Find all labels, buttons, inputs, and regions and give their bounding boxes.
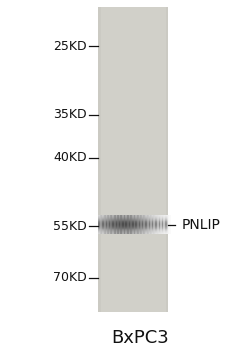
Bar xyxy=(148,215,151,234)
Bar xyxy=(98,216,168,217)
Bar xyxy=(115,215,118,234)
Bar xyxy=(98,225,168,226)
Bar xyxy=(147,215,149,234)
Bar xyxy=(131,215,133,234)
Bar xyxy=(98,224,168,225)
Bar xyxy=(123,215,125,234)
Bar xyxy=(108,215,110,234)
Text: BxPC3: BxPC3 xyxy=(112,329,169,347)
Bar xyxy=(98,228,168,229)
Bar xyxy=(98,227,168,228)
Bar xyxy=(98,226,168,227)
Bar xyxy=(98,225,168,226)
Bar xyxy=(154,215,156,234)
Bar xyxy=(163,215,165,234)
Bar xyxy=(120,215,122,234)
Bar xyxy=(98,224,168,225)
Bar xyxy=(153,215,155,234)
Bar xyxy=(98,215,168,216)
Bar xyxy=(167,215,169,234)
Text: 70KD: 70KD xyxy=(53,271,87,284)
Bar xyxy=(134,215,136,234)
Bar xyxy=(104,215,106,234)
Bar xyxy=(98,220,168,221)
Text: 40KD: 40KD xyxy=(53,151,87,164)
Bar xyxy=(101,215,103,234)
Bar xyxy=(161,215,164,234)
Bar xyxy=(98,215,101,234)
Bar xyxy=(111,215,113,234)
Bar xyxy=(98,219,168,220)
Bar xyxy=(102,215,105,234)
Bar xyxy=(98,7,168,312)
Text: 55KD: 55KD xyxy=(53,220,87,233)
Bar xyxy=(125,215,128,234)
Bar xyxy=(98,217,168,218)
Bar xyxy=(141,215,143,234)
Bar xyxy=(100,215,102,234)
Bar xyxy=(98,233,168,234)
Bar xyxy=(124,215,126,234)
Bar xyxy=(98,223,168,224)
Bar xyxy=(133,215,135,234)
Bar xyxy=(98,221,168,222)
Bar xyxy=(107,215,109,234)
Bar xyxy=(146,215,148,234)
Text: 35KD: 35KD xyxy=(53,108,87,121)
Bar xyxy=(151,215,154,234)
Bar xyxy=(168,215,171,234)
Bar xyxy=(121,215,124,234)
Bar xyxy=(98,222,168,223)
Bar xyxy=(98,232,168,233)
Bar xyxy=(135,215,138,234)
Bar xyxy=(98,222,168,223)
Bar xyxy=(98,229,168,230)
Bar xyxy=(101,7,166,312)
Bar xyxy=(113,215,115,234)
Bar xyxy=(143,215,145,234)
Bar xyxy=(157,215,159,234)
Bar xyxy=(127,215,129,234)
Bar xyxy=(98,221,168,222)
Bar xyxy=(106,215,108,234)
Text: 25KD: 25KD xyxy=(53,40,87,53)
Bar xyxy=(156,215,158,234)
Bar xyxy=(140,215,142,234)
Bar xyxy=(98,218,168,219)
Bar xyxy=(138,215,141,234)
Bar xyxy=(160,215,162,234)
Bar xyxy=(98,230,168,231)
Bar xyxy=(98,231,168,232)
Bar xyxy=(98,229,168,230)
Bar xyxy=(144,215,146,234)
Bar xyxy=(166,215,168,234)
Bar xyxy=(98,217,168,218)
Bar xyxy=(137,215,139,234)
Bar xyxy=(150,215,152,234)
Bar xyxy=(98,233,168,234)
Bar xyxy=(98,228,168,229)
Bar xyxy=(158,215,161,234)
Bar xyxy=(114,215,116,234)
Bar xyxy=(128,215,131,234)
Bar xyxy=(98,232,168,233)
Bar xyxy=(98,220,168,221)
Bar xyxy=(110,215,112,234)
Bar xyxy=(130,215,132,234)
Bar xyxy=(117,215,119,234)
Text: PNLIP: PNLIP xyxy=(182,217,221,231)
Bar xyxy=(118,215,121,234)
Bar xyxy=(98,218,168,219)
Bar xyxy=(164,215,166,234)
